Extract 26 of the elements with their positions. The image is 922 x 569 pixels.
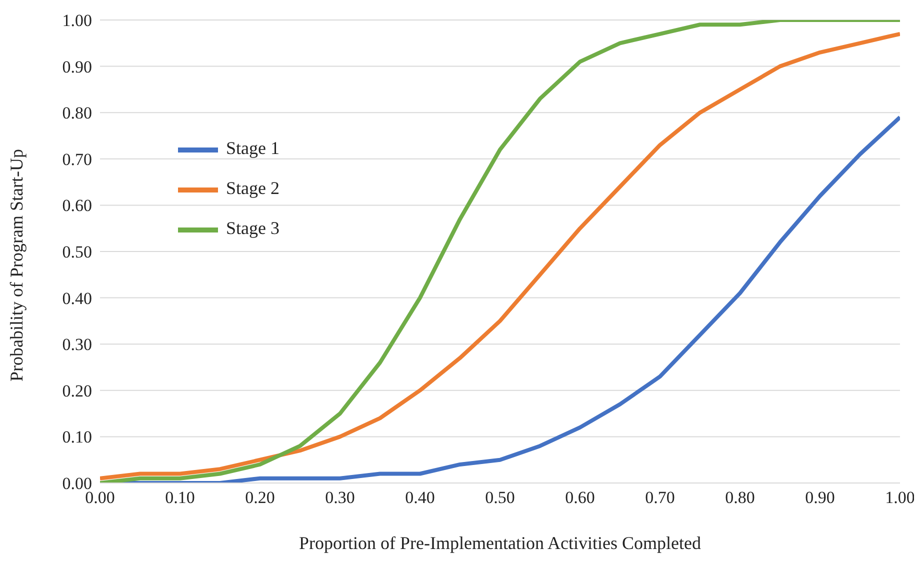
x-tick-label: 0.90 [805, 488, 835, 508]
y-tick-label: 0.40 [62, 288, 92, 308]
x-tick-label: 0.00 [85, 488, 115, 508]
legend-label: Stage 2 [226, 178, 280, 198]
y-tick-label: 0.90 [62, 57, 92, 76]
y-tick-label: 0.20 [62, 381, 92, 400]
x-tick-label: 0.30 [325, 488, 355, 508]
y-tick-label: 0.70 [62, 150, 92, 169]
y-tick-label: 1.00 [62, 11, 92, 30]
x-tick-label: 0.80 [725, 488, 755, 508]
x-tick-label: 0.40 [405, 488, 435, 508]
y-tick-label: 0.60 [62, 196, 92, 216]
legend-label: Stage 3 [226, 218, 280, 238]
x-tick-label: 0.60 [565, 488, 595, 508]
x-tick-label: 0.50 [485, 488, 515, 508]
y-axis-title: Probability of Program Start-Up [6, 149, 26, 382]
legend-label: Stage 1 [226, 138, 280, 158]
x-tick-label: 0.10 [165, 488, 195, 508]
x-tick-label: 0.70 [645, 488, 675, 508]
y-tick-label: 0.10 [62, 428, 92, 447]
x-axis-title: Proportion of Pre-Implementation Activities Completed [299, 533, 701, 553]
y-tick-label: 0.30 [62, 335, 92, 354]
y-tick-label: 0.50 [62, 242, 92, 262]
x-tick-label: 0.20 [245, 488, 275, 508]
y-tick-label: 0.80 [62, 104, 92, 123]
x-tick-label: 1.00 [885, 488, 915, 508]
